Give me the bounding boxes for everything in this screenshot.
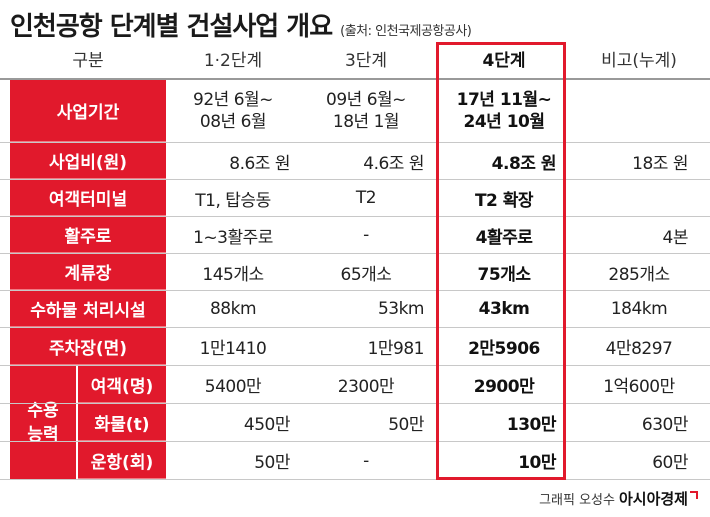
- credit-line: 그래픽 오성수 아시아경제: [539, 488, 698, 509]
- cell-line: 08년 6월: [199, 112, 267, 132]
- cell-phase-3: -: [363, 225, 369, 245]
- row-label: 주차장(면): [10, 328, 166, 365]
- cell-phase-3: T2: [355, 188, 377, 208]
- cell-line: 17년 11월~: [456, 90, 552, 110]
- cell-phase-3: 09년 6월~ 18년 1월: [298, 80, 434, 142]
- cell-phase-1-2: 8.6조 원: [229, 153, 290, 174]
- cell-phase-1-2: 1만1410: [199, 339, 267, 359]
- cell-remarks: 285개소: [608, 264, 670, 285]
- cell-phase-4: 10만: [518, 453, 556, 473]
- cell-phase-1-2: T1, 탑승동: [195, 190, 271, 211]
- cell-phase-1-2: 450만: [243, 415, 291, 435]
- cell-phase-4: T2 확장: [474, 190, 534, 211]
- cell-phase-1-2: 92년 6월~ 08년 6월: [168, 80, 298, 142]
- capacity-label-line: 능력: [27, 424, 59, 445]
- page-title: 인천공항 단계별 건설사업 개요: [10, 12, 333, 42]
- source-note: (출처: 인천국제공항공사): [340, 24, 472, 39]
- row-label: 여객터미널: [10, 180, 166, 216]
- row-label: 사업기간: [10, 80, 166, 142]
- cell-phase-3: 50만: [388, 415, 424, 435]
- title-area: 인천공항 단계별 건설사업 개요 (출처: 인천국제공항공사): [10, 6, 472, 46]
- cell-phase-4: 2900만: [473, 377, 535, 397]
- row-label: 수하물 처리시설: [10, 291, 166, 327]
- cell-line: 18년 1월: [332, 112, 400, 132]
- cell-phase-4: 43km: [478, 299, 530, 319]
- cell-line: 24년 10월: [463, 112, 545, 132]
- cell-phase-4: 130만: [506, 415, 557, 435]
- row-label: 화물(t): [78, 404, 166, 441]
- table-row: 수하물 처리시설 88km 53km 43km 184km: [0, 291, 710, 328]
- table-row: 계류장 145개소 65개소 75개소 285개소: [0, 254, 710, 291]
- row-label: 사업비(원): [10, 143, 166, 179]
- cell-line: 09년 6월~: [326, 90, 406, 110]
- table-row: 사업기간 92년 6월~ 08년 6월 09년 6월~ 18년 1월 17년 1…: [0, 80, 710, 143]
- capacity-group-label: 수용 능력: [10, 366, 76, 479]
- cell-phase-3: 4.6조 원: [363, 153, 424, 174]
- table-row: 운항(회) 50만 - 10만 60만: [0, 442, 710, 480]
- cell-phase-1-2: 5400만: [204, 377, 262, 397]
- cell-phase-3: 65개소: [340, 264, 392, 285]
- capacity-label-line: 수용: [27, 400, 59, 421]
- cell-phase-1-2: 50만: [254, 453, 290, 473]
- row-label: 여객(명): [78, 366, 166, 403]
- cell-remarks: 630만: [641, 415, 689, 435]
- cell-remarks: [568, 80, 710, 142]
- table-row: 주차장(면) 1만1410 1만981 2만5906 4만8297: [0, 328, 710, 366]
- cell-phase-3: 53km: [377, 299, 425, 319]
- row-label: 활주로: [10, 217, 166, 253]
- cell-line: 92년 6월~: [193, 90, 273, 110]
- brand-mark-icon: [690, 490, 698, 499]
- cell-remarks: 18조 원: [632, 153, 688, 174]
- cell-phase-1-2: 88km: [209, 299, 257, 319]
- row-label: 운항(회): [78, 442, 166, 479]
- header-category: 구분: [72, 51, 104, 71]
- header-phase-4: 4단계: [482, 51, 526, 71]
- cell-remarks: 4본: [662, 227, 689, 248]
- header-remarks: 비고(누계): [601, 51, 677, 71]
- cell-remarks: 60만: [652, 453, 688, 473]
- cell-phase-4: 4.8조 원: [491, 153, 557, 174]
- table-row: 여객터미널 T1, 탑승동 T2 T2 확장: [0, 180, 710, 217]
- cell-phase-1-2: 145개소: [202, 264, 264, 285]
- table-row: 사업비(원) 8.6조 원 4.6조 원 4.8조 원 18조 원: [0, 143, 710, 180]
- cell-remarks: 184km: [610, 299, 668, 319]
- cell-phase-4: 2만5906: [468, 339, 540, 359]
- table-row: 활주로 1~3활주로 - 4활주로 4본: [0, 217, 710, 254]
- table-row: 여객(명) 5400만 2300만 2900만 1억600만: [0, 366, 710, 404]
- table-header: 구분 1·2단계 3단계 4단계 비고(누계): [0, 44, 710, 80]
- table-row: 화물(t) 450만 50만 130만 630만: [0, 404, 710, 442]
- header-phase-3: 3단계: [344, 51, 388, 71]
- cell-phase-1-2: 1~3활주로: [193, 227, 273, 248]
- cell-remarks: [568, 180, 710, 216]
- cell-remarks: 4만8297: [605, 339, 673, 359]
- cell-phase-3: 2300만: [337, 377, 395, 397]
- cell-phase-3: 1만981: [367, 339, 425, 359]
- cell-phase-3: -: [363, 450, 369, 471]
- graphic-credit: 그래픽 오성수: [539, 493, 615, 508]
- row-label: 계류장: [10, 254, 166, 290]
- brand-logo: 아시아경제: [618, 490, 688, 508]
- header-phase-1-2: 1·2단계: [203, 51, 263, 71]
- cell-phase-4: 75개소: [477, 264, 531, 285]
- cell-phase-4: 17년 11월~ 24년 10월: [440, 80, 568, 142]
- cell-phase-4: 4활주로: [475, 227, 533, 248]
- cell-remarks: 1억600만: [603, 377, 675, 397]
